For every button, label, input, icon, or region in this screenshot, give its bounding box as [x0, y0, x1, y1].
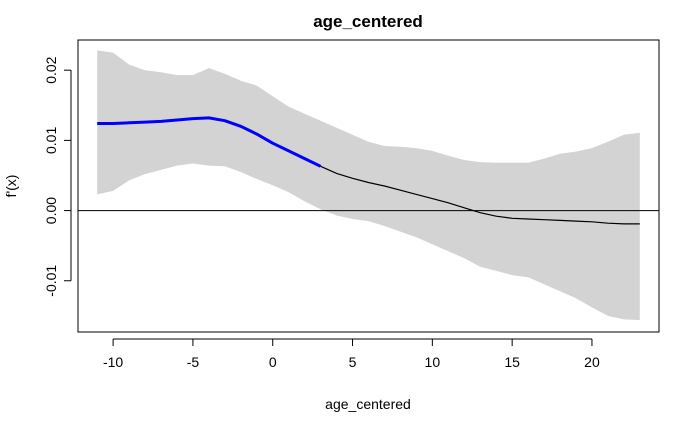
- x-tick-label: 10: [425, 354, 441, 370]
- x-tick-label: -5: [187, 354, 200, 370]
- y-tick-label: -0.01: [43, 265, 59, 297]
- x-tick-label: 5: [349, 354, 357, 370]
- y-axis: -0.01 0.00 0.01 0.02: [43, 56, 72, 297]
- plot-frame: [77, 39, 660, 333]
- confidence-band: [97, 50, 640, 321]
- estimate-lines-layer: [97, 116, 640, 225]
- y-axis-label: f'(x): [3, 175, 19, 198]
- x-tick-label: 15: [504, 354, 520, 370]
- derivative-estimate-line: [320, 165, 640, 225]
- y-tick-label: 0.02: [43, 56, 59, 83]
- y-tick-label: 0.01: [43, 127, 59, 154]
- x-tick-label: 20: [584, 354, 600, 370]
- significant-increase-line: [97, 116, 322, 168]
- x-axis: -10 -5 0 5 10 15 20: [103, 338, 600, 370]
- confidence-band-layer: [97, 50, 640, 321]
- y-tick-label: 0.00: [43, 197, 59, 224]
- x-tick-label: -10: [103, 354, 123, 370]
- x-axis-label: age_centered: [325, 396, 411, 412]
- x-tick-label: 0: [269, 354, 277, 370]
- chart-title: age_centered: [313, 12, 423, 31]
